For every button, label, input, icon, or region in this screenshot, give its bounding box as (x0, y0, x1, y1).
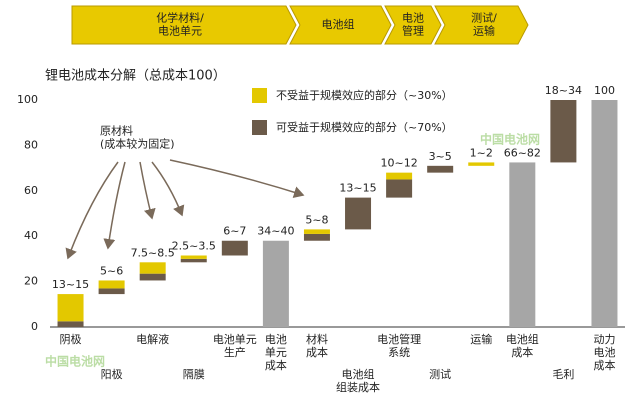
value-label: 1~2 (470, 146, 493, 159)
process-step (384, 5, 442, 45)
process-label: 电池组 (322, 17, 355, 31)
process-label: 化学材料/电池单元 (156, 11, 204, 38)
y-tick-label: 0 (31, 320, 38, 333)
segment (427, 165, 454, 173)
segment (386, 179, 413, 198)
process-step (289, 5, 392, 45)
value-label: 34~40 (257, 225, 294, 238)
segment (139, 273, 166, 281)
segment (386, 172, 413, 180)
value-label: 5~6 (100, 264, 123, 277)
segment (98, 288, 125, 295)
segment (180, 258, 207, 263)
watermark: 中国电池网 (480, 132, 540, 147)
segment (345, 197, 372, 230)
x-tick-label: 阳极 (101, 367, 123, 381)
annotation: 原材料(成本较为固定) (100, 124, 175, 151)
y-tick-label: 40 (24, 229, 38, 242)
x-tick-label: 测试 (429, 368, 451, 381)
x-tick-label: 电池单元生产 (213, 333, 257, 359)
value-label: 66~82 (504, 146, 541, 159)
process-step (71, 5, 297, 45)
segment (303, 233, 330, 241)
legend-label: 不受益于规模效应的部分（~30%） (276, 88, 453, 102)
x-tick-label: 材料成本 (306, 332, 328, 359)
y-tick-label: 60 (24, 184, 38, 197)
value-label: 2.5~3.5 (172, 239, 216, 252)
y-tick-label: 20 (24, 275, 38, 288)
x-tick-label: 电池管理系统 (377, 332, 421, 359)
total-bar (509, 162, 536, 327)
value-label: 100 (594, 84, 615, 97)
segment (468, 162, 495, 166)
process-bar: 化学材料/电池单元 电池组 电池管理 测试/运输 (71, 5, 529, 45)
x-tick-label: 电池组组装成本 (336, 367, 380, 394)
segment (139, 262, 166, 274)
y-tick-label: 80 (24, 138, 38, 151)
segment (303, 229, 330, 234)
x-tick-label: 动力电池成本 (593, 333, 615, 372)
process-label: 测试/运输 (471, 12, 497, 38)
segment (57, 321, 84, 327)
value-label: 13~15 (339, 182, 376, 195)
value-label: 13~15 (52, 278, 89, 291)
segment (98, 280, 125, 289)
legend-swatch (252, 88, 267, 103)
segment (57, 294, 84, 322)
segment (221, 240, 248, 256)
value-label: 6~7 (223, 225, 246, 238)
value-label: 5~8 (305, 213, 328, 226)
process-label: 电池管理 (402, 12, 424, 38)
value-label: 10~12 (380, 157, 417, 170)
process-step (434, 5, 529, 45)
segment (180, 255, 207, 259)
watermark: 中国电池网 (45, 354, 105, 369)
value-label: 7.5~8.5 (131, 246, 175, 259)
annotation-arrows (65, 159, 305, 260)
segment (550, 100, 577, 163)
legend-swatch (252, 120, 267, 135)
y-tick-label: 100 (17, 93, 38, 106)
total-bar (591, 100, 618, 327)
x-tick-label: 电解液 (136, 332, 169, 346)
x-tick-label: 阴极 (60, 332, 82, 346)
value-label: 18~34 (545, 84, 582, 97)
x-tick-label: 隔膜 (183, 368, 205, 381)
chart-title: 锂电池成本分解（总成本100） (45, 69, 226, 84)
x-tick-label: 电池组成本 (506, 332, 539, 359)
value-label: 3~5 (429, 150, 452, 163)
x-tick-label: 毛利 (552, 368, 574, 381)
x-tick-label: 电池单元成本 (265, 333, 287, 372)
x-tick-label: 运输 (470, 332, 492, 346)
total-bar (262, 240, 289, 327)
legend-label: 可受益于规模效应的部分（~70%） (276, 120, 453, 134)
